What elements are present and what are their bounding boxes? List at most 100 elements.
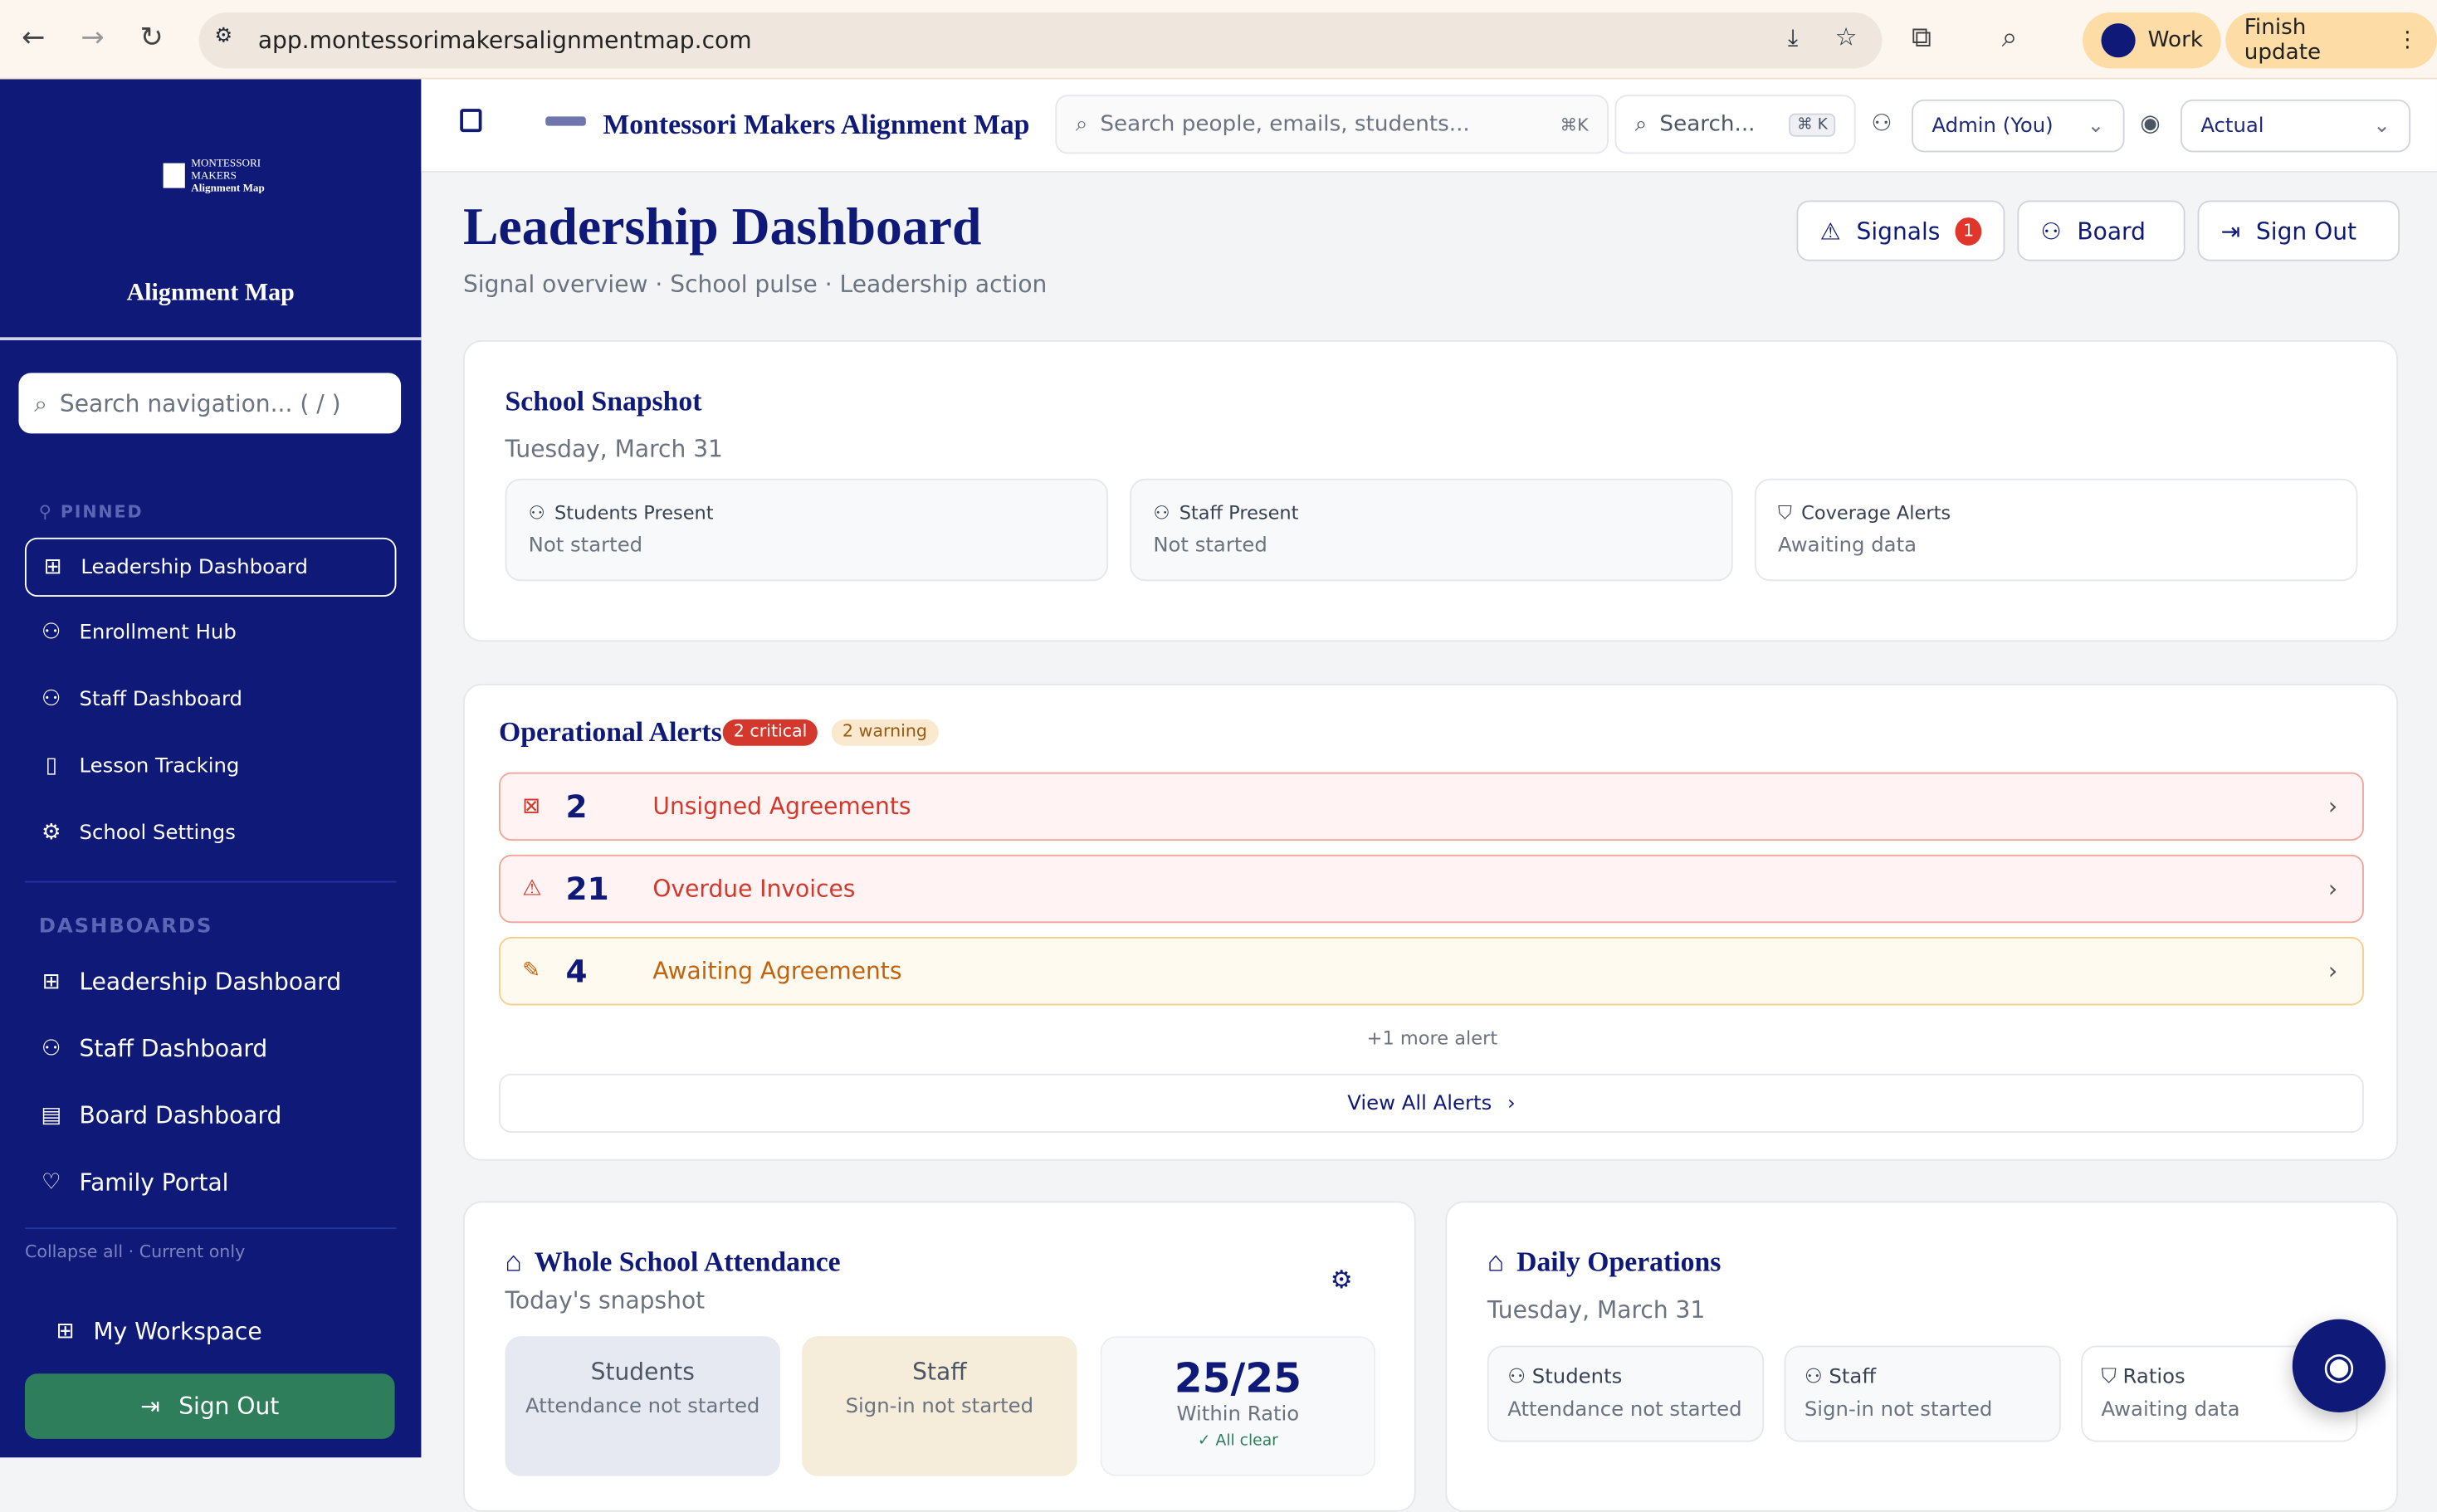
nav-family-portal[interactable]: ♡ Family Portal xyxy=(25,1153,397,1212)
chevron-right-icon: › xyxy=(2327,792,2338,821)
selected-value: Actual xyxy=(2200,114,2264,138)
button-label: View All Alerts xyxy=(1347,1091,1492,1115)
address-bar[interactable]: ⚙ app.montessorimakersalignmentmap.com ⤓… xyxy=(198,12,1883,69)
board-button[interactable]: ⚇ Board xyxy=(2017,200,2185,261)
sidebar-search-input[interactable]: ⌕ Search navigation... ( / ) xyxy=(18,373,402,434)
user-check-icon: ⚇ xyxy=(1153,501,1170,524)
school-snapshot-card: School Snapshot Tuesday, March 31 ⚇ Stude… xyxy=(462,340,2399,642)
alert-unsigned-agreements[interactable]: ⊠ 2 Unsigned Agreements › xyxy=(499,772,2364,841)
header-sign-out-button[interactable]: ⇥ Sign Out xyxy=(2197,200,2400,261)
tab-search-icon[interactable]: ⌕ xyxy=(2001,22,2018,55)
stat-coverage-alerts: ⛉ Coverage Alerts Awaiting data xyxy=(1754,478,2358,582)
alert-overdue-invoices[interactable]: ⚠ 21 Overdue Invoices › xyxy=(499,854,2364,924)
my-workspace-link[interactable]: ⊞ My Workspace xyxy=(39,1302,411,1361)
search-icon: ⌕ xyxy=(1634,111,1648,137)
install-icon[interactable]: ⤓ xyxy=(1787,23,1799,51)
sidebar-logo: MONTESSORI MAKERS Alignment Map xyxy=(163,157,265,194)
extensions-icon[interactable]: ⧉ xyxy=(1912,22,1932,55)
card-date: Tuesday, March 31 xyxy=(505,435,723,463)
view-select[interactable]: Actual ⌄ xyxy=(2180,99,2411,153)
url-text: app.montessorimakersalignmentmap.com xyxy=(257,26,752,55)
sidebar-toggle-icon[interactable] xyxy=(460,109,482,133)
item-label: Staff Dashboard xyxy=(79,1035,268,1063)
role-select[interactable]: Admin (You) ⌄ xyxy=(1912,99,2125,153)
finish-update-button[interactable]: Finish update ⋮ xyxy=(2225,12,2437,69)
more-alerts-text: +1 more alert xyxy=(1366,1027,1498,1049)
item-label: Leadership Dashboard xyxy=(81,555,308,579)
search-icon: ⌕ xyxy=(1075,111,1088,137)
item-label: Board Dashboard xyxy=(79,1101,282,1130)
search-placeholder: Search navigation... ( / ) xyxy=(59,389,341,417)
back-icon[interactable]: ← xyxy=(22,22,46,55)
card-title: School Snapshot xyxy=(505,385,702,417)
item-label: My Workspace xyxy=(93,1317,262,1346)
whole-school-attendance-card: ⌂ Whole School Attendance Today's snapsho… xyxy=(462,1201,1416,1512)
button-label: Search... xyxy=(1659,111,1756,137)
heart-icon: ♡ xyxy=(42,1169,61,1195)
card-title: ⌂ Whole School Attendance xyxy=(505,1246,841,1278)
page-subtitle: Signal overview · School pulse · Leaders… xyxy=(462,270,1048,299)
users-icon: ⚇ xyxy=(2040,217,2062,245)
stat-students-present: ⚇ Students Present Not started xyxy=(505,478,1109,582)
item-label: Staff Dashboard xyxy=(79,687,242,711)
warning-icon: ⚠ xyxy=(1819,217,1841,245)
item-label: Lesson Tracking xyxy=(79,754,240,778)
staff-signin-tile: Staff Sign-in not started xyxy=(802,1336,1077,1476)
card-title: Operational Alerts xyxy=(499,716,722,748)
students-attendance-tile: Students Attendance not started xyxy=(505,1336,780,1476)
grid-icon: ⊞ xyxy=(42,969,61,995)
forward-icon[interactable]: → xyxy=(81,22,105,55)
grid-icon: ⊞ xyxy=(56,1319,75,1344)
site-settings-icon[interactable]: ⚙ xyxy=(214,24,233,49)
view-all-alerts-button[interactable]: View All Alerts › xyxy=(499,1073,2364,1133)
command-search-button[interactable]: ⌕ Search... ⌘ K xyxy=(1614,95,1856,154)
global-search-input[interactable]: ⌕ Search people, emails, students... ⌘K xyxy=(1055,95,1609,154)
users-icon: ⚇ xyxy=(42,1036,61,1061)
nav-leadership-dashboard[interactable]: ⊞ Leadership Dashboard xyxy=(25,953,397,1012)
user-x-icon: ⚇ xyxy=(1804,1365,1823,1389)
placeholder: Search people, emails, students... xyxy=(1100,111,1470,137)
pinned-item-lesson-tracking[interactable]: ▯ Lesson Tracking xyxy=(25,737,397,796)
pinned-item-school-settings[interactable]: ⚙ School Settings xyxy=(25,803,397,862)
app-logo xyxy=(545,116,586,126)
current-only-link[interactable]: Current only xyxy=(139,1241,246,1262)
signals-count-badge: 1 xyxy=(1956,217,1982,245)
warning-badge: 2 warning xyxy=(831,719,939,746)
settings-gear-icon[interactable]: ⚙ xyxy=(1330,1265,1353,1295)
reload-icon[interactable]: ↻ xyxy=(139,22,164,55)
profile-button[interactable]: Work xyxy=(2083,12,2222,69)
item-label: Enrollment Hub xyxy=(79,621,237,645)
sidebar-title: Alignment Map xyxy=(126,280,295,306)
nav-staff-dashboard[interactable]: ⚇ Staff Dashboard xyxy=(25,1019,397,1078)
sign-out-icon: ⇥ xyxy=(2220,217,2241,245)
chevron-down-icon: ⌄ xyxy=(2087,114,2105,138)
divider xyxy=(24,880,397,883)
alert-awaiting-agreements[interactable]: ✎ 4 Awaiting Agreements › xyxy=(499,937,2364,1006)
signals-button[interactable]: ⚠ Signals 1 xyxy=(1796,200,2005,261)
shield-icon: ⛉ xyxy=(2101,1365,2117,1389)
logo-cube-icon xyxy=(163,163,185,188)
gear-icon: ⚙ xyxy=(42,820,61,846)
sidebar-sign-out-button[interactable]: ⇥ Sign Out xyxy=(24,1373,395,1439)
nav-board-dashboard[interactable]: ▤ Board Dashboard xyxy=(25,1086,397,1145)
sidebar: MONTESSORI MAKERS Alignment Map Alignment … xyxy=(0,79,422,1458)
daily-operations-card: ⌂ Daily Operations Tuesday, March 31 ⚇ St… xyxy=(1445,1201,2399,1512)
pinned-item-enrollment-hub[interactable]: ⚇ Enrollment Hub xyxy=(25,602,397,661)
divider xyxy=(24,1227,397,1230)
profile-name: Work xyxy=(2147,27,2204,53)
file-x-icon: ⊠ xyxy=(522,793,541,819)
pinned-item-staff-dashboard[interactable]: ⚇ Staff Dashboard xyxy=(25,670,397,729)
collapse-all-link[interactable]: Collapse all xyxy=(24,1241,124,1262)
button-label: Signals xyxy=(1856,217,1941,245)
chevron-right-icon: › xyxy=(2327,875,2338,903)
book-icon: ▯ xyxy=(45,754,58,779)
view-as-fab-eye-icon[interactable]: ◉ xyxy=(2292,1319,2386,1413)
users-icon: ⚇ xyxy=(42,686,61,712)
browser-toolbar: ← → ↻ ⚙ app.montessorimakersalignmentmap… xyxy=(0,0,2437,80)
button-label: Sign Out xyxy=(2255,217,2357,245)
avatar xyxy=(2101,23,2136,58)
item-label: School Settings xyxy=(79,821,236,845)
pinned-item-leadership-dashboard[interactable]: ⊞ Leadership Dashboard xyxy=(24,537,397,597)
bookmark-star-icon[interactable]: ☆ xyxy=(1834,22,1858,51)
check-circle-icon: ✓ xyxy=(1197,1432,1211,1450)
